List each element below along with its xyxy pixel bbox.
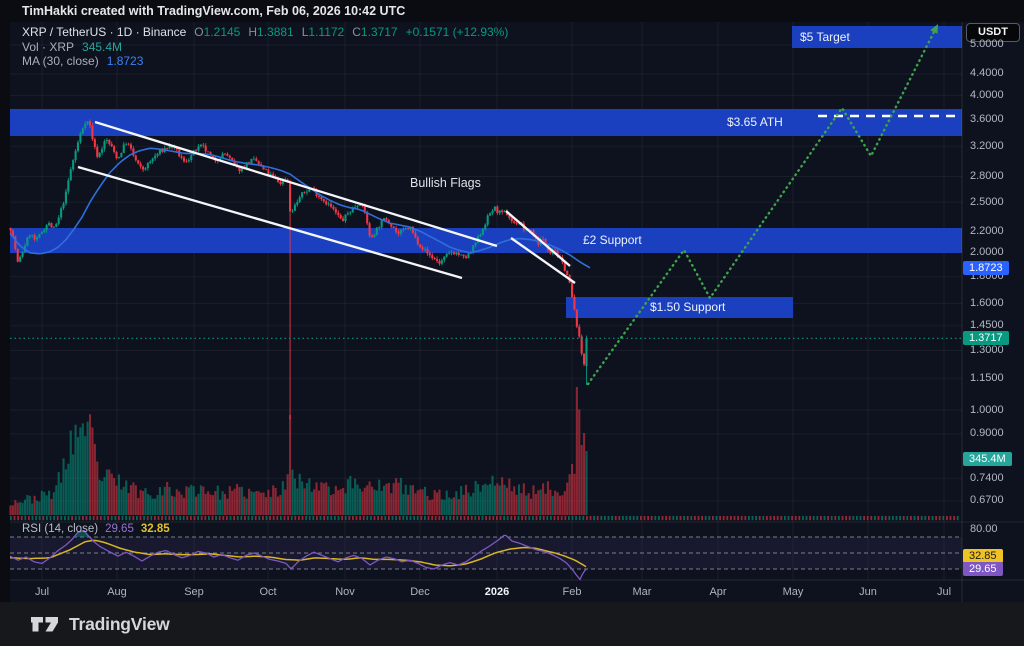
- rsi-pane: [9, 529, 962, 581]
- time-axis-label: Sep: [184, 586, 204, 598]
- pane-edge-speckle: [10, 516, 959, 521]
- time-axis-label: Dec: [410, 586, 430, 598]
- axis-badge: 345.4M: [963, 452, 1012, 466]
- volume-label: Vol · XRP: [22, 40, 75, 54]
- price-axis-label: 1.0000: [970, 403, 1004, 416]
- change-value: +0.1571 (+12.93%): [405, 25, 509, 39]
- ath-band: [10, 109, 962, 136]
- time-axis-label: Aug: [107, 586, 127, 598]
- five-target-label[interactable]: $5 Target: [800, 30, 850, 44]
- rsi-ma-line: [9, 539, 587, 568]
- projection-path[interactable]: [586, 24, 938, 386]
- price-axis-label: 4.4000: [970, 67, 1004, 80]
- ohlc-close: C1.3717: [352, 25, 398, 39]
- ath-label[interactable]: $3.65 ATH: [727, 115, 783, 129]
- ohlc-low: L1.1172: [301, 25, 345, 39]
- symbol-legend-row[interactable]: XRP / TetherUS · 1D · Binance O1.2145 H1…: [22, 25, 508, 39]
- time-axis-label: Jun: [859, 586, 877, 598]
- price-axis-label: 4.0000: [970, 89, 1004, 102]
- ohlc-open: O1.2145: [194, 25, 241, 39]
- flag-trendlines[interactable]: [77, 120, 576, 284]
- price-axis-label: 1.3000: [970, 343, 1004, 356]
- price-axis-label: 5.0000: [970, 38, 1004, 51]
- projection-arrowhead: [930, 24, 938, 34]
- axis-badge: 29.65: [963, 562, 1003, 576]
- price-axis-label: 0.9000: [970, 427, 1004, 440]
- ma-label: MA (30, close): [22, 54, 99, 68]
- time-axis-label: Jul: [936, 586, 952, 598]
- axis-badge: 1.8723: [963, 260, 1009, 275]
- ma-value: 1.8723: [106, 54, 144, 68]
- time-axis-label: Feb: [562, 586, 582, 598]
- time-axis-label: Mar: [632, 586, 652, 598]
- flag-trendline-1: [77, 165, 463, 280]
- time-axis[interactable]: Jul Aug Sep Oct Nov Dec 2026 Feb Mar Apr May Jun Jul: [0, 580, 962, 602]
- symbol-title: XRP / TetherUS · 1D · Binance: [22, 25, 187, 39]
- price-axis-label: 2.2000: [970, 224, 1004, 237]
- price-axis-label: 80.00: [970, 522, 998, 535]
- price-axis-label: 1.6000: [970, 296, 1004, 309]
- five-target-band: [792, 26, 962, 48]
- price-axis-label: 0.7400: [970, 471, 1004, 484]
- bullish-flags-note[interactable]: Bullish Flags: [410, 176, 481, 190]
- rsi-label: RSI (14, close): [22, 523, 99, 535]
- one-fifty-support-label[interactable]: $1.50 Support: [650, 300, 726, 314]
- tradingview-brand-text: TradingView: [69, 613, 170, 634]
- price-axis-label: 0.6700: [970, 494, 1004, 507]
- time-axis-label: Nov: [335, 586, 355, 598]
- volume-bars-layer: [9, 387, 588, 515]
- pane-borders: [10, 22, 1024, 602]
- tradingview-logo-icon: [31, 616, 58, 631]
- time-axis-label: Oct: [259, 586, 277, 598]
- price-axis[interactable]: 5.0000 4.4000 4.0000 3.6000 3.2000 2.8000 2.50…: [962, 22, 1024, 580]
- ma-legend-row[interactable]: MA (30, close) 1.8723: [22, 54, 143, 68]
- volume-value: 345.4M: [82, 40, 123, 54]
- projection-dotted-line: [586, 26, 938, 386]
- time-axis-label: May: [782, 586, 804, 598]
- flag-trendline-0: [94, 120, 498, 248]
- rsi-ma-value: 32.85: [140, 523, 170, 535]
- price-axis-label: 1.1500: [970, 371, 1004, 384]
- rsi-line: [9, 529, 587, 581]
- axis-badge: 1.3717: [963, 331, 1009, 346]
- rsi-value: 29.65: [105, 523, 134, 535]
- time-axis-label: Jul: [34, 586, 50, 598]
- axis-badge: 32.85: [963, 549, 1003, 563]
- price-axis-label: 2.0000: [970, 246, 1004, 259]
- time-axis-label: Apr: [709, 586, 727, 598]
- flag-trendline-2: [505, 210, 571, 267]
- footer-bar: TradingView: [0, 602, 1024, 646]
- price-axis-label: 3.2000: [970, 139, 1004, 152]
- price-axis-label: 1.4500: [970, 319, 1004, 332]
- price-axis-label: 2.5000: [970, 195, 1004, 208]
- attribution-header: TimHakki created with TradingView.com, F…: [22, 4, 406, 18]
- currency-toggle-button[interactable]: USDT: [966, 23, 1020, 42]
- one-fifty-support-band: [566, 297, 793, 318]
- price-axis-label: 2.8000: [970, 169, 1004, 182]
- rsi-legend-row[interactable]: RSI (14, close) 29.65 32.85: [22, 523, 170, 535]
- volume-legend-row[interactable]: Vol · XRP 345.4M: [22, 40, 122, 54]
- flag-trendline-3: [510, 237, 576, 284]
- two-support-label[interactable]: £2 Support: [583, 233, 642, 247]
- time-axis-label: 2026: [484, 586, 510, 598]
- price-axis-label: 3.6000: [970, 112, 1004, 125]
- ohlc-high: H1.3881: [248, 25, 294, 39]
